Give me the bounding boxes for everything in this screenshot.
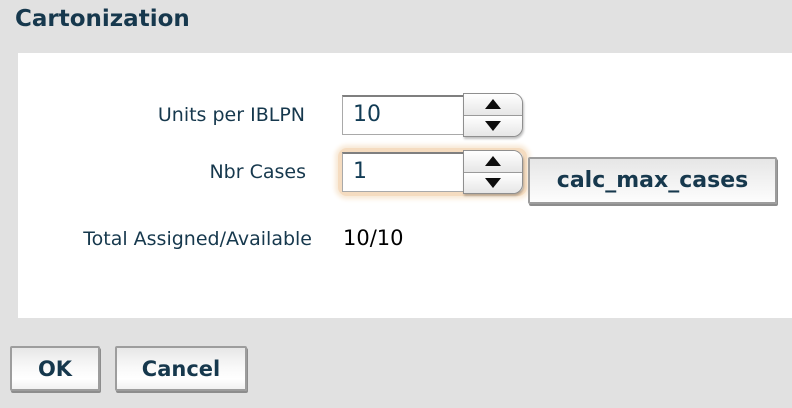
units-per-iblpn-label: Units per IBLPN [157,104,305,126]
total-assigned-available-label: Total Assigned/Available [83,228,312,250]
form-panel: Units per IBLPN Nbr Cases [18,53,792,318]
ok-button[interactable]: OK [10,346,100,391]
cancel-button[interactable]: Cancel [115,346,247,391]
total-assigned-available-value: 10/10 [343,226,404,250]
nbr-cases-label: Nbr Cases [209,161,306,183]
units-per-iblpn-input[interactable] [342,95,464,135]
arrow-up-icon [485,99,501,110]
arrow-up-icon [485,156,501,167]
nbr-cases-field [342,150,523,194]
calc-max-cases-button[interactable]: calc_max_cases [528,157,777,204]
units-per-iblpn-spin-up-button[interactable] [464,94,522,116]
nbr-cases-spin-up-button[interactable] [464,151,522,173]
nbr-cases-input[interactable] [342,152,464,192]
units-per-iblpn-spin-down-button[interactable] [464,115,522,136]
arrow-down-icon [485,120,501,131]
units-per-iblpn-spinner [463,93,523,137]
nbr-cases-spinner [463,150,523,194]
dialog-title: Cartonization [15,6,190,32]
arrow-down-icon [485,177,501,188]
nbr-cases-spin-down-button[interactable] [464,172,522,193]
units-per-iblpn-field [342,93,523,137]
